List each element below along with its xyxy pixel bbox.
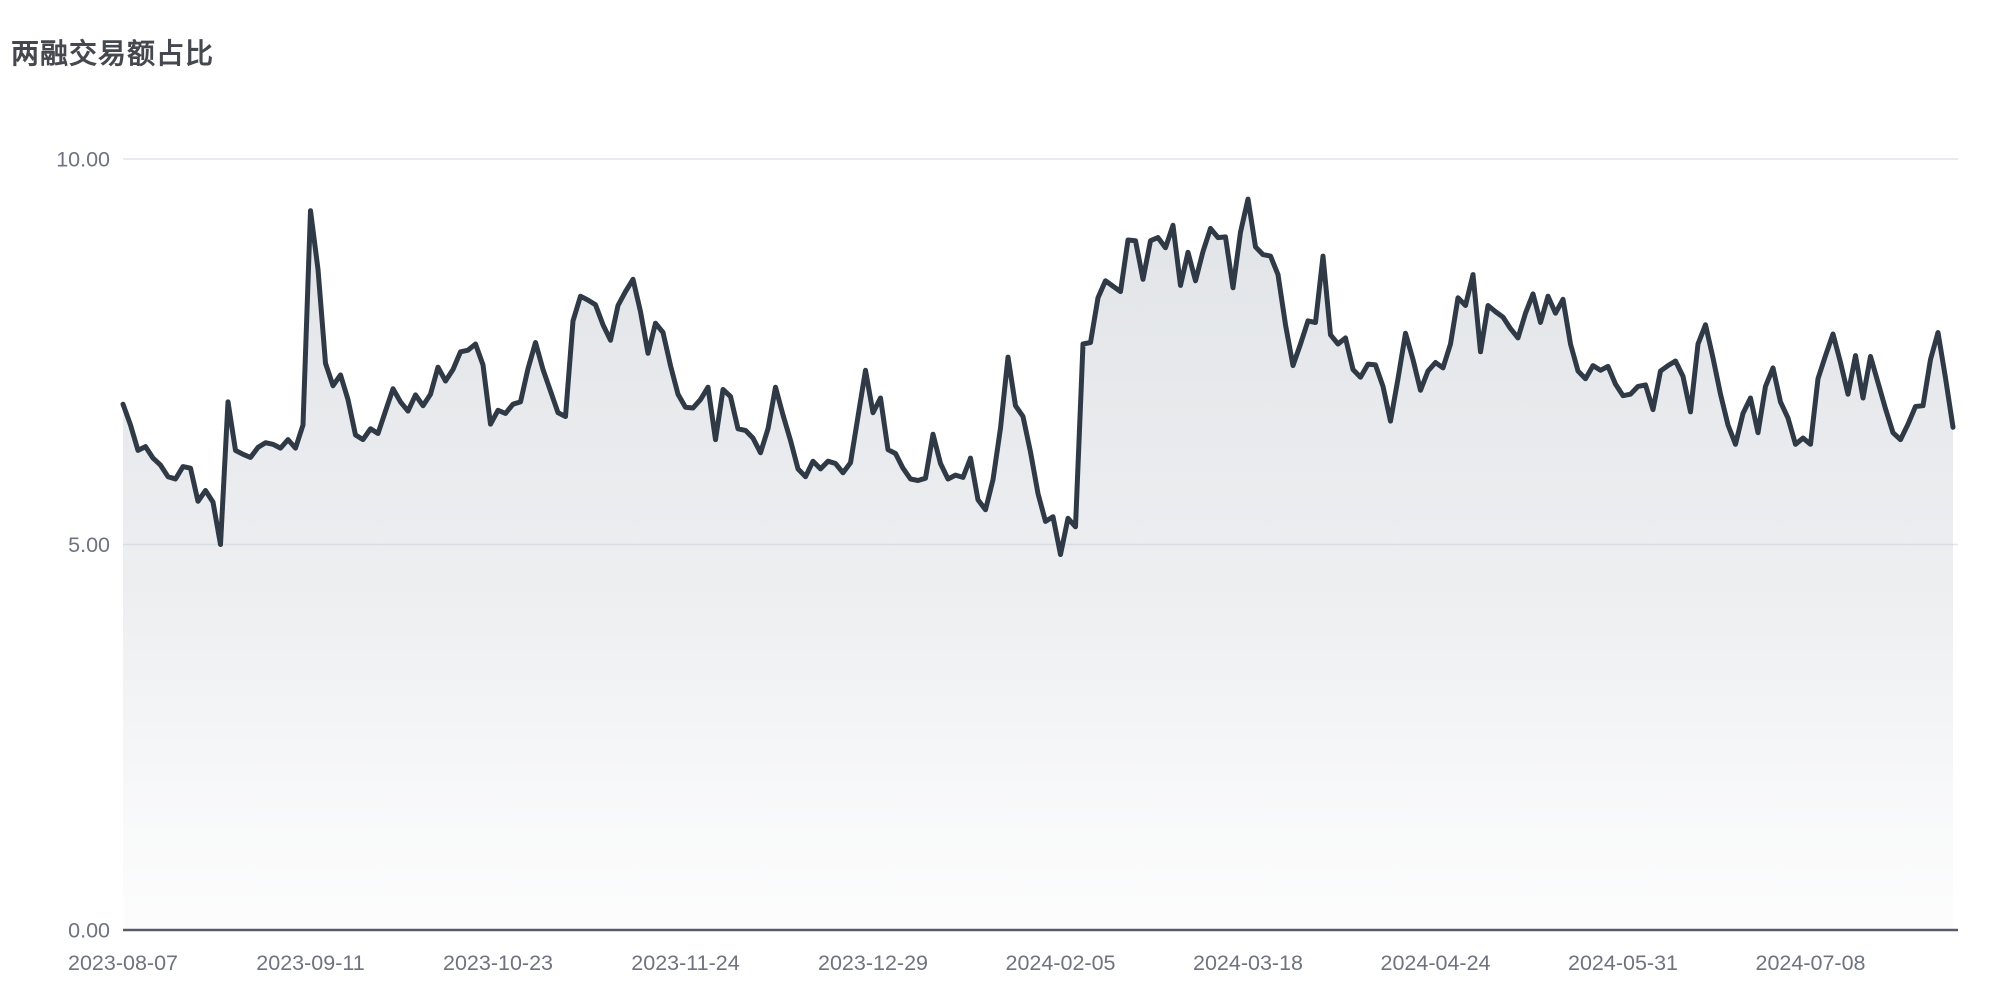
x-axis-tick-label: 2024-04-24 xyxy=(1381,951,1491,975)
x-axis-tick-label: 2023-08-07 xyxy=(68,951,178,975)
x-axis-tick-label: 2023-11-24 xyxy=(631,951,739,975)
series-line[interactable] xyxy=(120,196,1956,557)
x-axis-tick-label: 2023-09-11 xyxy=(256,951,364,975)
chart-title: 两融交易额占比 xyxy=(11,38,215,69)
series-area-fill xyxy=(123,199,1953,931)
x-axis-tick-label: 2024-05-31 xyxy=(1568,951,1678,975)
x-axis-tick-label: 2024-07-08 xyxy=(1756,951,1866,975)
x-axis-tick-label: 2024-03-18 xyxy=(1193,951,1303,975)
y-axis-tick-label: 0.00 xyxy=(68,919,110,943)
x-axis-tick-label: 2023-10-23 xyxy=(443,951,553,975)
x-axis-tick-label: 2024-02-05 xyxy=(1006,951,1116,975)
y-axis-tick-label: 10.00 xyxy=(56,148,110,172)
x-axis-tick-label: 2023-12-29 xyxy=(818,951,928,975)
y-axis-tick-label: 5.00 xyxy=(68,533,110,557)
